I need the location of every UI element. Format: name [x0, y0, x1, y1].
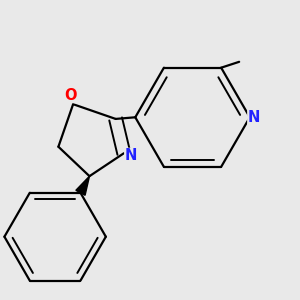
Polygon shape: [76, 176, 89, 195]
Text: N: N: [125, 148, 137, 164]
Text: O: O: [64, 88, 77, 103]
Text: N: N: [248, 110, 260, 125]
